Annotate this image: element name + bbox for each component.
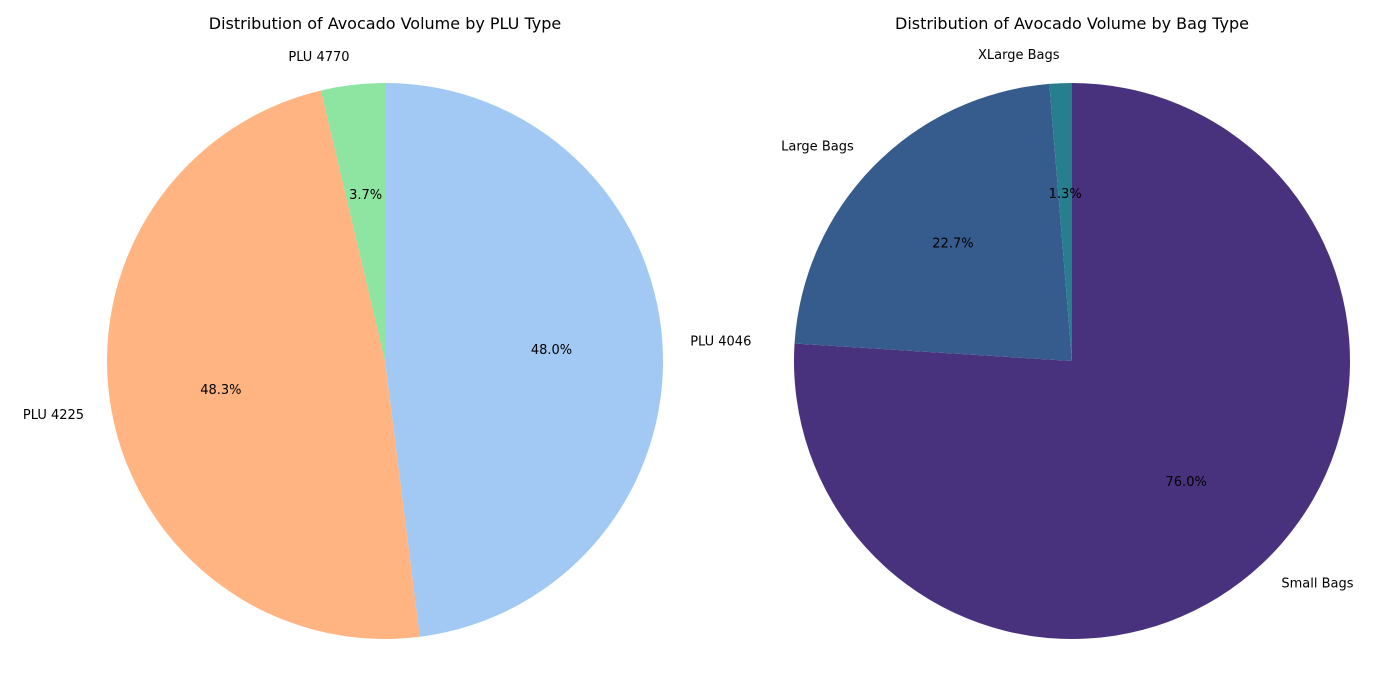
pie-slice-small-bags bbox=[794, 83, 1351, 639]
slice-percent-plu-4770: 3.7% bbox=[349, 188, 382, 203]
slice-label-plu-4225: PLU 4225 bbox=[23, 408, 84, 423]
slice-label-plu-4770: PLU 4770 bbox=[288, 50, 349, 65]
pie-slice-plu-4046 bbox=[385, 83, 664, 637]
slice-label-small-bags: Small Bags bbox=[1281, 576, 1353, 591]
chart-title: Distribution of Avocado Volume by Bag Ty… bbox=[895, 14, 1249, 33]
pie-slice-xlarge-bags bbox=[1049, 83, 1072, 361]
pie-chart-bag-type: Distribution of Avocado Volume by Bag Ty… bbox=[781, 14, 1354, 639]
slice-percent-small-bags: 76.0% bbox=[1166, 475, 1207, 490]
pie-slices bbox=[106, 83, 664, 639]
slice-percent-plu-4225: 48.3% bbox=[200, 383, 241, 398]
pie-slice-plu-4770 bbox=[320, 83, 385, 361]
slice-label-plu-4046: PLU 4046 bbox=[690, 334, 751, 349]
slice-label-xlarge-bags: XLarge Bags bbox=[978, 48, 1060, 63]
pie-slices bbox=[794, 83, 1351, 639]
slice-percent-xlarge-bags: 1.3% bbox=[1049, 187, 1082, 202]
pie-slice-large-bags bbox=[794, 83, 1072, 361]
pie-labels: PLU 4046 48.0% PLU 4225 48.3% PLU 4770 3.7% bbox=[23, 50, 751, 423]
slice-percent-plu-4046: 48.0% bbox=[531, 343, 572, 358]
chart-title: Distribution of Avocado Volume by PLU Ty… bbox=[209, 14, 561, 33]
pie-slice-plu-4225 bbox=[106, 90, 420, 639]
slice-percent-large-bags: 22.7% bbox=[932, 237, 973, 252]
pie-chart-plu-type: Distribution of Avocado Volume by PLU Ty… bbox=[23, 14, 751, 639]
slice-label-large-bags: Large Bags bbox=[781, 139, 854, 154]
pie-labels: Small Bags 76.0% Large Bags 22.7% XLarge Bag… bbox=[781, 48, 1354, 591]
